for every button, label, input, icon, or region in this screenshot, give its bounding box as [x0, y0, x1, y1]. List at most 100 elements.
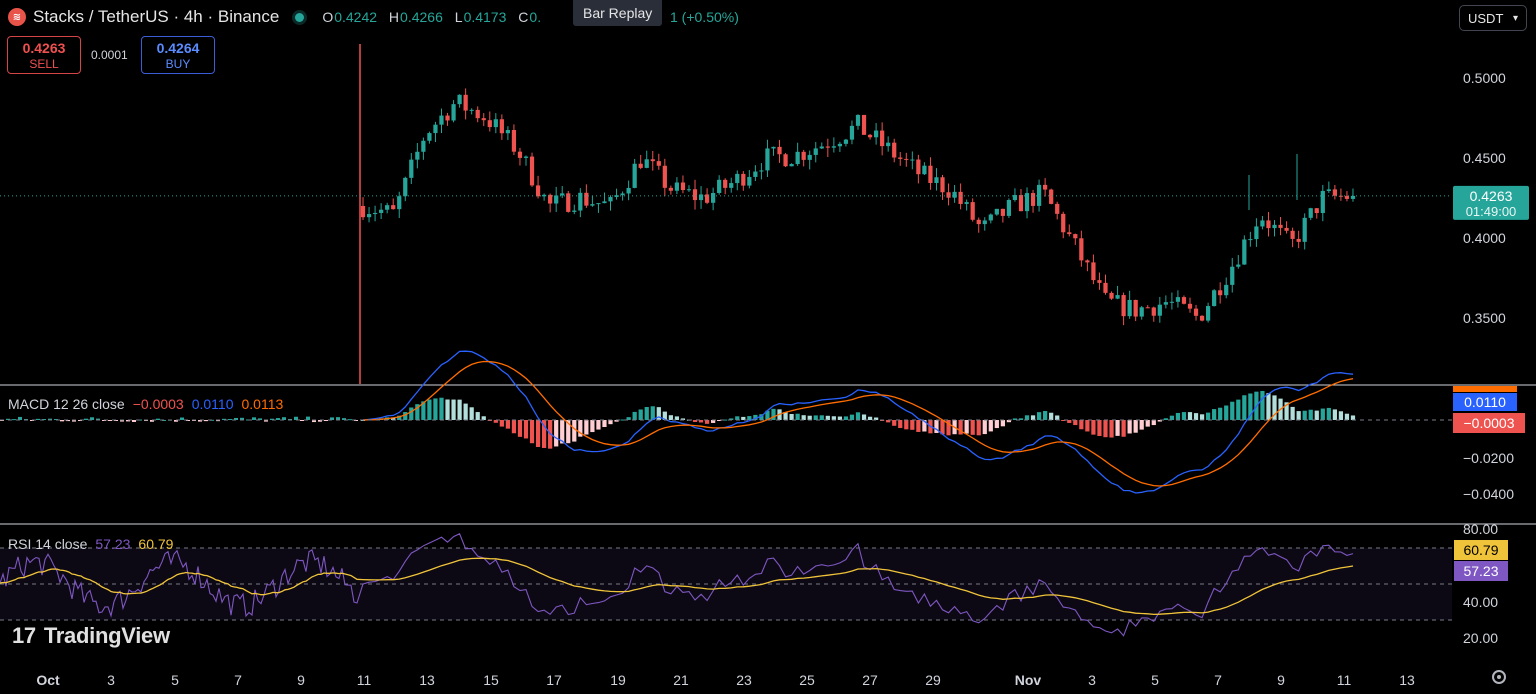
macd-bar — [505, 420, 511, 429]
macd-bar — [1187, 412, 1193, 420]
candle-body — [517, 151, 523, 158]
macd-bar — [1169, 415, 1175, 420]
macd-bar — [674, 416, 680, 420]
candle-body — [1067, 232, 1072, 235]
macd-bar — [704, 420, 710, 424]
buy-button[interactable]: 0.4264 BUY — [141, 36, 215, 74]
candle-body — [1079, 238, 1084, 261]
price-tick-label: 0.4000 — [1463, 230, 1506, 246]
candle-body — [711, 192, 716, 203]
macd-bar — [1272, 395, 1277, 420]
macd-bar — [132, 420, 136, 422]
low-key: L — [454, 9, 463, 25]
macd-bar — [523, 420, 529, 439]
macd-line-badge — [1453, 393, 1517, 411]
candle-body — [487, 120, 492, 128]
macd-bar — [735, 416, 740, 420]
macd-bar — [1163, 418, 1168, 420]
candle-body — [1085, 260, 1090, 263]
macd-line-badge-text: 0.0110 — [1464, 394, 1506, 410]
candle-body — [1181, 297, 1187, 304]
rsi-legend[interactable]: RSI 14 close 57.23 60.79 — [8, 536, 181, 552]
macd-bar — [590, 420, 595, 433]
macd-bar — [886, 420, 891, 423]
macd-bar — [1145, 420, 1150, 427]
macd-bar — [300, 420, 304, 421]
macd-label: MACD 12 26 close — [8, 396, 125, 412]
candle-body — [554, 195, 559, 204]
macd-bar — [198, 420, 202, 422]
candle-body — [668, 187, 673, 191]
macd-bar — [1012, 418, 1018, 420]
candle-body — [439, 115, 444, 125]
candle-body — [1290, 230, 1295, 239]
symbol-header[interactable]: ≋ Stacks / TetherUS · 4h · Binance O0.42… — [8, 6, 549, 28]
candle-body — [958, 191, 963, 204]
candle-body — [451, 104, 456, 121]
macd-bar — [282, 417, 286, 420]
settings-gear-icon[interactable] — [1492, 670, 1506, 684]
macd-bar — [463, 403, 468, 420]
market-status-icon — [295, 12, 305, 22]
macd-bar — [264, 420, 268, 422]
macd-bar — [656, 407, 661, 420]
macd-legend[interactable]: MACD 12 26 close −0.0003 0.0110 0.0113 — [8, 396, 291, 412]
sell-button[interactable]: 0.4263 SELL — [7, 36, 81, 74]
macd-bar — [1260, 390, 1265, 420]
candle-body — [843, 139, 849, 144]
candle-body — [1284, 227, 1289, 231]
candle-body — [898, 157, 903, 159]
macd-bar — [1024, 415, 1030, 420]
candle-body — [535, 185, 541, 197]
candle-body — [427, 133, 432, 141]
macd-bar — [90, 417, 94, 420]
macd-bar — [958, 420, 963, 435]
macd-bar — [72, 420, 76, 422]
open-key: O — [322, 9, 334, 25]
candle-body — [469, 109, 474, 111]
time-axis-label: 13 — [419, 672, 435, 688]
currency-selector[interactable]: USDT ▾ — [1459, 5, 1527, 31]
macd-bar — [1302, 410, 1307, 420]
candle-body — [499, 119, 504, 134]
macd-bar — [729, 418, 734, 420]
candle-body — [1024, 193, 1030, 212]
candle-body — [1218, 290, 1223, 296]
candle-body — [1199, 315, 1205, 321]
candle-body — [1278, 224, 1283, 228]
macd-bar — [294, 416, 298, 420]
macd-bar — [451, 399, 456, 420]
candle-body — [994, 208, 999, 215]
time-axis-label: 11 — [357, 672, 372, 688]
macd-bar — [1199, 414, 1205, 420]
candle-body — [360, 206, 366, 218]
candle-body — [892, 142, 897, 158]
candle-body — [523, 156, 529, 158]
macd-bar — [1055, 415, 1060, 420]
macd-bar — [916, 420, 921, 432]
macd-bar — [795, 413, 800, 420]
macd-bar — [156, 418, 160, 420]
candle-body — [626, 187, 631, 194]
candle-body — [753, 171, 758, 177]
candle-body — [928, 165, 933, 183]
candle-body — [1097, 280, 1102, 283]
time-axis-label: 27 — [862, 672, 878, 688]
macd-bar — [922, 420, 927, 432]
candle-body — [433, 124, 438, 134]
macd-bar — [1103, 420, 1108, 438]
high-key: H — [388, 9, 400, 25]
ohlc-values: O0.4242 H0.4266 L0.4173 C0. — [322, 9, 549, 25]
candle-body — [1036, 184, 1042, 206]
buy-price: 0.4264 — [156, 40, 200, 56]
candle-body — [922, 165, 927, 175]
macd-bar — [60, 420, 64, 422]
candle-body — [861, 114, 867, 135]
macd-bar — [596, 420, 601, 430]
candle-body — [602, 201, 607, 204]
macd-bar — [741, 416, 746, 420]
candle-body — [873, 130, 879, 138]
macd-hist-badge-text: −0.0003 — [1464, 415, 1515, 431]
rsi-line — [0, 533, 1354, 637]
